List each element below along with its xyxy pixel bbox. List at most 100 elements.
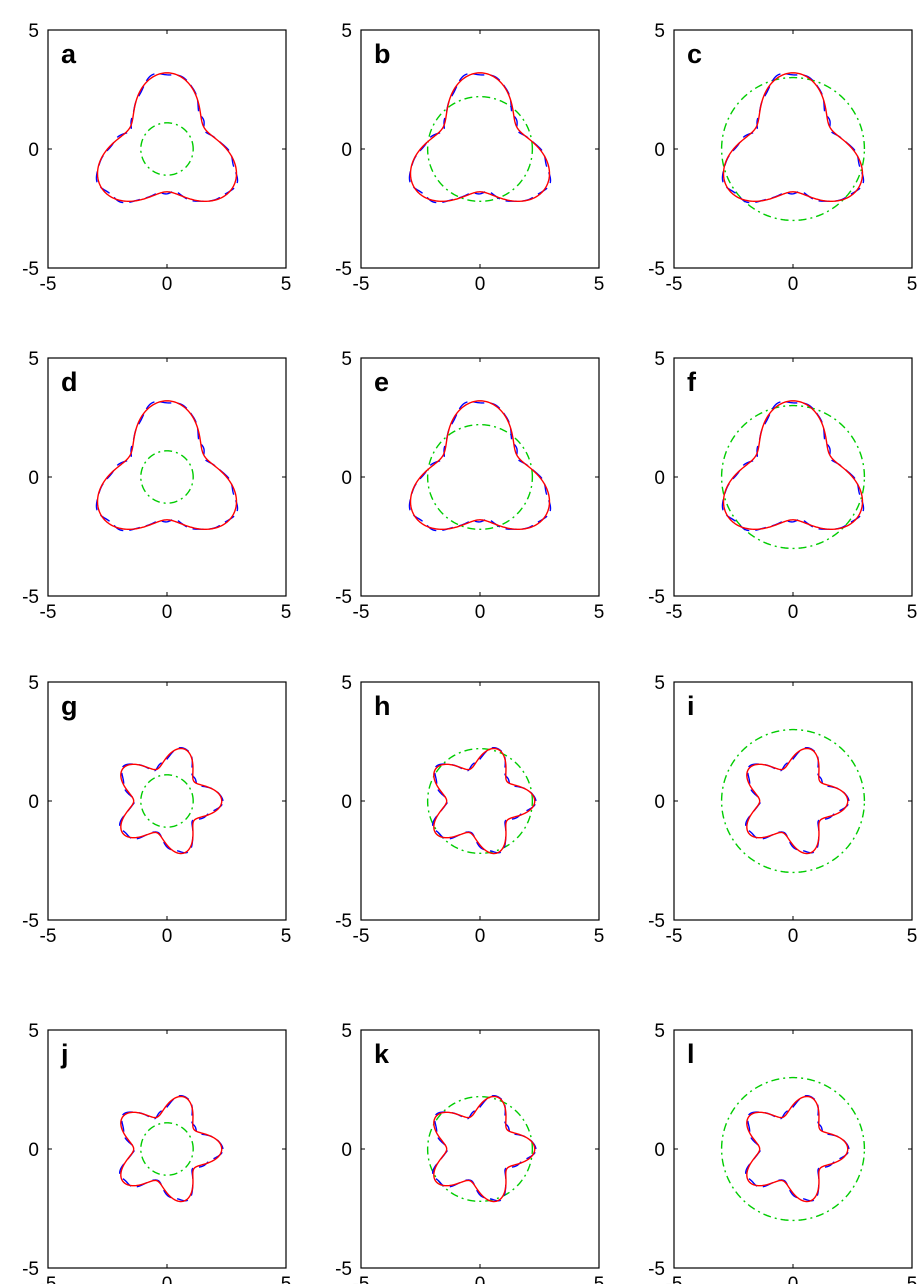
- x-tick-label: 5: [594, 602, 605, 623]
- panel-label: e: [374, 367, 389, 397]
- y-tick-label: 5: [341, 349, 352, 370]
- x-tick-label: 0: [162, 274, 173, 295]
- panel-i: -5 0 5 -5 0 5 i: [648, 673, 917, 947]
- axes-frame: [360, 1029, 600, 1269]
- y-tick-label: -5: [648, 1259, 665, 1280]
- series-boundary-exact: [96, 72, 238, 203]
- panel-g: -5 0 5 -5 0 5 g: [22, 673, 291, 947]
- series-boundary-exact: [722, 72, 864, 203]
- y-tick-label: 0: [28, 1140, 39, 1161]
- series-initial-guess: [426, 423, 534, 531]
- panel-a: -5 0 5 -5 0 5 a: [22, 21, 291, 295]
- y-tick-label: -5: [22, 587, 39, 608]
- x-tick-label: 0: [788, 926, 799, 947]
- panel-label: g: [61, 691, 78, 721]
- y-tick-label: 5: [28, 673, 39, 694]
- y-tick-label: 0: [341, 468, 352, 489]
- y-tick-label: 5: [341, 1021, 352, 1042]
- series-initial-guess: [720, 76, 866, 222]
- panel-label: b: [374, 39, 391, 69]
- x-tick-label: 5: [907, 926, 917, 947]
- x-tick-label: -5: [666, 274, 683, 295]
- panel-f: -5 0 5 -5 0 5 f: [648, 349, 917, 623]
- series-initial-guess: [720, 728, 866, 874]
- axes-frame: [673, 681, 913, 921]
- x-tick-label: -5: [666, 926, 683, 947]
- series-boundary-exact: [120, 1095, 223, 1203]
- y-tick-label: 5: [28, 349, 39, 370]
- panel-e: -5 0 5 -5 0 5 e: [335, 349, 604, 623]
- y-tick-label: 0: [654, 1140, 665, 1161]
- x-tick-label: 0: [475, 274, 486, 295]
- panel-label: j: [60, 1039, 69, 1069]
- x-tick-label: 0: [475, 1274, 486, 1284]
- panel-h: -5 0 5 -5 0 5 h: [335, 673, 604, 947]
- panel-label: c: [687, 39, 702, 69]
- axes-frame: [673, 1029, 913, 1269]
- x-tick-label: 5: [594, 926, 605, 947]
- series-boundary-exact: [409, 400, 551, 531]
- axes-frame: [673, 357, 913, 597]
- x-tick-label: -5: [40, 926, 57, 947]
- panel-label: a: [61, 39, 77, 69]
- x-tick-label: 5: [907, 602, 917, 623]
- x-tick-label: 0: [162, 926, 173, 947]
- x-tick-label: -5: [666, 602, 683, 623]
- series-initial-guess: [426, 747, 534, 855]
- y-tick-label: 5: [341, 21, 352, 42]
- axes-frame: [47, 29, 287, 269]
- y-tick-label: -5: [22, 911, 39, 932]
- panel-b: -5 0 5 -5 0 5 b: [335, 21, 604, 295]
- x-tick-label: -5: [666, 1274, 683, 1284]
- series-boundary-exact: [433, 747, 536, 855]
- panel-label: i: [687, 691, 695, 721]
- x-tick-label: -5: [353, 274, 370, 295]
- x-tick-label: 5: [594, 274, 605, 295]
- x-tick-label: 0: [788, 1274, 799, 1284]
- panel-d: -5 0 5 -5 0 5 d: [22, 349, 291, 623]
- y-tick-label: 0: [341, 140, 352, 161]
- y-tick-label: -5: [648, 587, 665, 608]
- y-tick-label: -5: [648, 259, 665, 280]
- series-boundary-exact: [120, 747, 223, 855]
- x-tick-label: -5: [40, 1274, 57, 1284]
- x-tick-label: 5: [281, 926, 292, 947]
- x-tick-label: 0: [788, 602, 799, 623]
- y-tick-label: 0: [654, 468, 665, 489]
- x-tick-label: 5: [281, 1274, 292, 1284]
- panel-c: -5 0 5 -5 0 5 c: [648, 21, 917, 295]
- y-tick-label: 5: [654, 349, 665, 370]
- series-boundary-exact: [433, 1095, 536, 1203]
- axes-frame: [47, 1029, 287, 1269]
- y-tick-label: 0: [28, 140, 39, 161]
- x-tick-label: 0: [475, 926, 486, 947]
- y-tick-label: 0: [341, 1140, 352, 1161]
- y-tick-label: 5: [28, 21, 39, 42]
- y-tick-label: 0: [28, 792, 39, 813]
- y-tick-label: -5: [22, 259, 39, 280]
- series-boundary-exact: [409, 72, 551, 203]
- y-tick-label: 5: [654, 21, 665, 42]
- y-tick-label: 5: [28, 1021, 39, 1042]
- series-boundary-exact: [96, 400, 238, 531]
- x-tick-label: -5: [40, 602, 57, 623]
- x-tick-label: 5: [907, 274, 917, 295]
- y-tick-label: 0: [654, 792, 665, 813]
- series-boundary-exact: [746, 1095, 849, 1203]
- y-tick-label: -5: [335, 587, 352, 608]
- axes-frame: [673, 29, 913, 269]
- x-tick-label: -5: [40, 274, 57, 295]
- y-tick-label: -5: [335, 1259, 352, 1280]
- y-tick-label: -5: [335, 259, 352, 280]
- x-tick-label: -5: [353, 602, 370, 623]
- series-initial-guess: [426, 95, 534, 203]
- y-tick-label: 5: [341, 673, 352, 694]
- x-tick-label: 0: [162, 602, 173, 623]
- x-tick-label: 5: [281, 274, 292, 295]
- y-tick-label: 0: [654, 140, 665, 161]
- x-tick-label: 5: [907, 1274, 917, 1284]
- series-boundary-exact: [746, 747, 849, 855]
- axes-frame: [47, 681, 287, 921]
